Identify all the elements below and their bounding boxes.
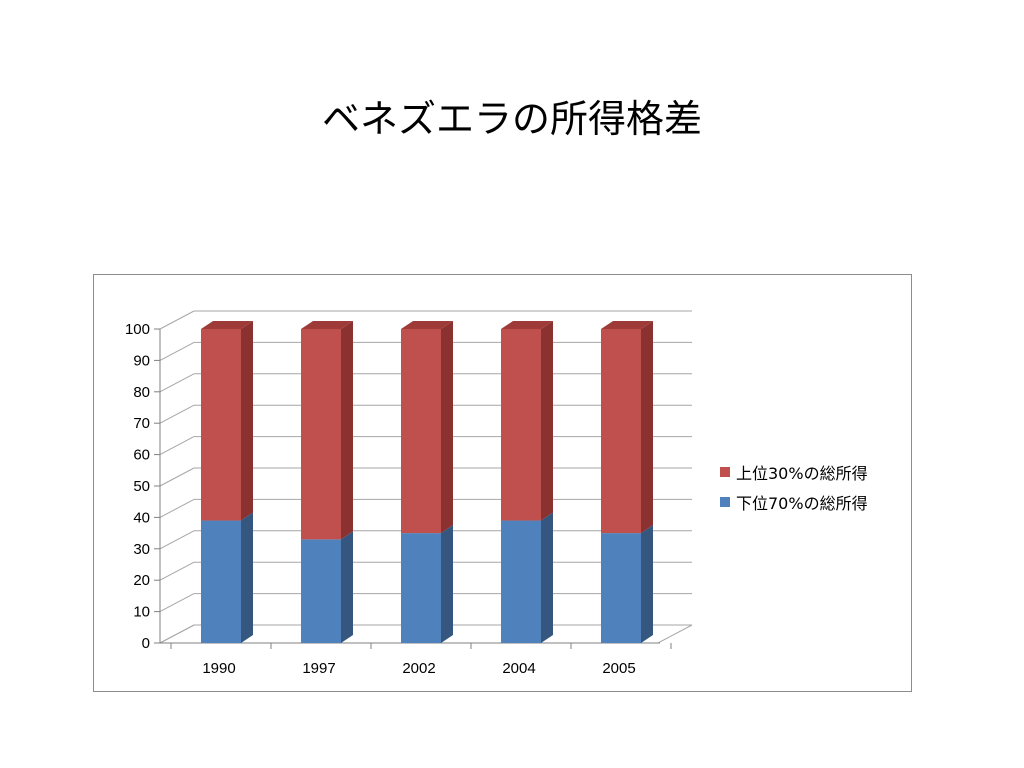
bar-side-bottom (241, 512, 253, 643)
y-tick-label: 70 (133, 415, 150, 432)
gridline-depth (159, 404, 195, 424)
x-tick-label: 1997 (302, 660, 335, 677)
bar-top-segment (301, 329, 341, 540)
y-tick-label: 90 (133, 352, 150, 369)
gridline-depth (159, 467, 195, 487)
gridline-depth (159, 498, 195, 518)
bar-cap (501, 321, 553, 329)
gridline-depth (159, 530, 195, 550)
bar-top-segment (501, 329, 541, 521)
x-tick-label: 1990 (202, 660, 235, 677)
chart-labels: 0 10 20 30 40 50 60 70 80 90 100 1990 1997 2002 2004 20… (125, 321, 636, 677)
bar-top-segment (201, 329, 241, 521)
y-tick-label: 20 (133, 572, 150, 589)
bar-side-top (541, 321, 553, 521)
legend-swatch-bottom (720, 497, 730, 507)
x-tick-label: 2002 (402, 660, 435, 677)
bar-top-segment (401, 329, 441, 534)
y-tick-label: 100 (125, 321, 150, 338)
stacked-bar-chart: 0 10 20 30 40 50 60 70 80 90 100 1990 1997 2002 2004 20… (125, 310, 693, 677)
bar-side-bottom (541, 512, 553, 643)
legend-item-bottom: 下位70%の総所得 (720, 487, 868, 517)
bar-bottom-segment (301, 539, 341, 643)
gridline-depth (159, 373, 195, 393)
y-tick-label: 10 (133, 604, 150, 621)
bar-side-top (641, 321, 653, 534)
y-tick-label: 40 (133, 509, 150, 526)
bar-side-top (441, 321, 453, 534)
bar-cap (201, 321, 253, 329)
bar-bottom-segment (201, 520, 241, 643)
chart-frame: 0 10 20 30 40 50 60 70 80 90 100 1990 1997 2002 2004 20… (93, 274, 912, 692)
bar-bottom-segment (501, 520, 541, 643)
legend-item-top: 上位30%の総所得 (720, 457, 868, 487)
y-tick-label: 50 (133, 478, 150, 495)
bar-side-top (341, 321, 353, 540)
slide-title: ベネズエラの所得格差 (321, 97, 702, 141)
bar-cap (301, 321, 353, 329)
chart-bars (201, 321, 653, 643)
bar-side-top (241, 321, 253, 521)
y-tick-label: 30 (133, 541, 150, 558)
bar-side-bottom (641, 525, 653, 643)
legend-swatch-top (720, 467, 730, 477)
chart-legend: 上位30%の総所得 下位70%の総所得 (720, 457, 868, 517)
y-tick-label: 80 (133, 384, 150, 401)
legend-label-top: 上位30%の総所得 (736, 464, 868, 483)
bar-bottom-segment (401, 533, 441, 643)
gridline-depth (159, 561, 195, 581)
y-tick-label: 0 (142, 635, 150, 652)
y-tick-label: 60 (133, 447, 150, 464)
x-tick-label: 2005 (602, 660, 635, 677)
x-tick-label: 2004 (502, 660, 535, 677)
gridline-depth (159, 310, 195, 330)
bar-bottom-segment (601, 533, 641, 643)
bar-side-bottom (441, 525, 453, 643)
bar-side-bottom (341, 531, 353, 643)
gridline-depth (159, 593, 195, 613)
bar-top-segment (601, 329, 641, 534)
bar-cap (601, 321, 653, 329)
legend-label-bottom: 下位70%の総所得 (736, 494, 868, 513)
bar-cap (401, 321, 453, 329)
gridline-depth (159, 436, 195, 456)
gridline-depth (159, 341, 195, 361)
